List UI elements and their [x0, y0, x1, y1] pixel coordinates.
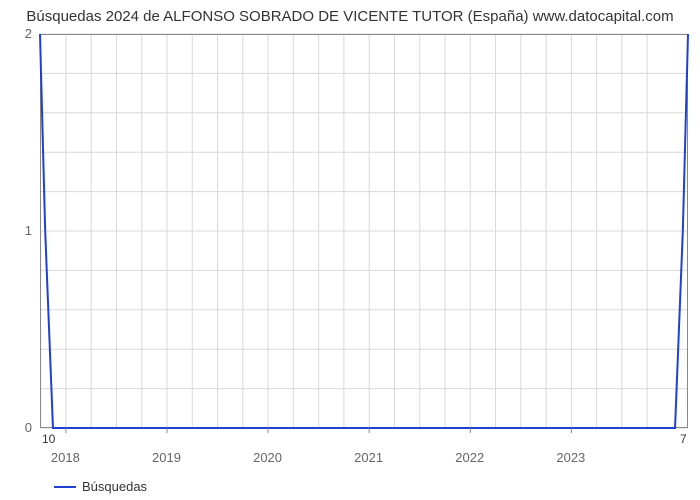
chart-container: Búsquedas 2024 de ALFONSO SOBRADO DE VIC… — [0, 0, 700, 500]
x-tick-label: 2023 — [556, 450, 585, 465]
y-tick-label: 1 — [25, 223, 32, 238]
chart-svg — [40, 34, 688, 428]
chart-title: Búsquedas 2024 de ALFONSO SOBRADO DE VIC… — [0, 0, 700, 25]
y-tick-label: 2 — [25, 26, 32, 41]
legend-label: Búsquedas — [82, 479, 147, 494]
x-tick-label: 2020 — [253, 450, 282, 465]
legend: Búsquedas — [54, 479, 147, 494]
plot-area — [40, 34, 688, 428]
y-tick-label: 0 — [25, 420, 32, 435]
x-tick-label: 2022 — [455, 450, 484, 465]
legend-swatch — [54, 486, 76, 488]
last-point-label: 7 — [680, 432, 687, 446]
first-point-label: 10 — [42, 432, 55, 446]
x-tick-label: 2021 — [354, 450, 383, 465]
x-tick-label: 2019 — [152, 450, 181, 465]
x-tick-label: 2018 — [51, 450, 80, 465]
